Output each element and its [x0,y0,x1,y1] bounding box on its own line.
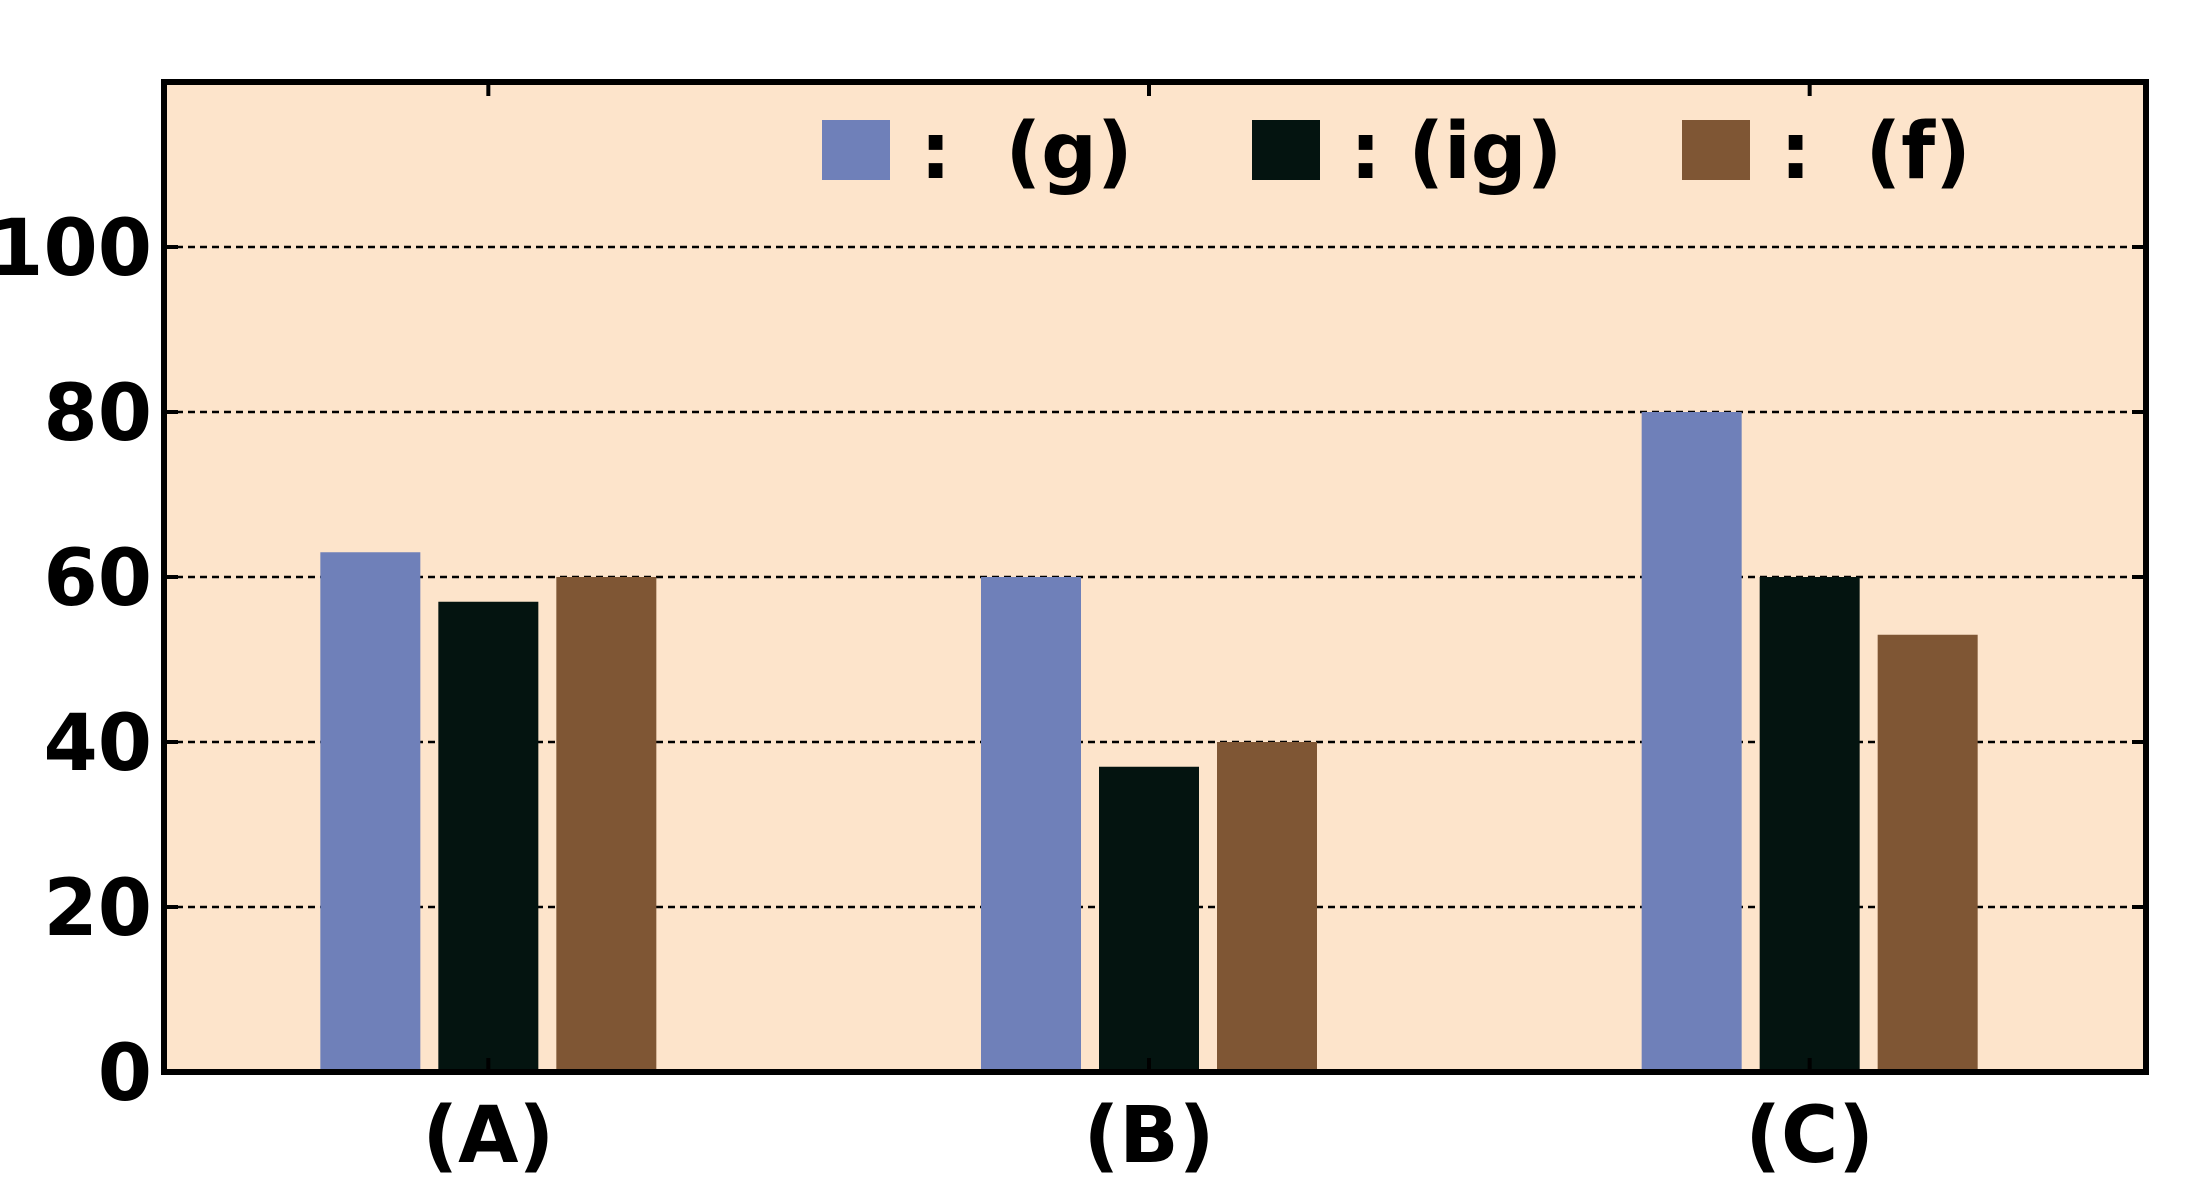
legend-label: : (ig) [1350,107,1562,197]
legend-swatch [822,120,890,180]
y-tick-label: 100 [0,204,152,294]
bar [438,601,539,1072]
bar [1877,634,1978,1072]
bars [320,412,1978,1072]
y-tick-label: 80 [43,369,152,459]
category-labels: (A) (B) (C) [422,1091,1873,1181]
y-tick-label: 60 [43,534,152,624]
bar [981,577,1081,1072]
y-tick-label: 40 [43,699,152,789]
legend-label: : (g) [920,107,1133,197]
category-label: (C) [1745,1091,1874,1181]
y-tick-label: 0 [98,1029,152,1119]
bar [1641,412,1742,1072]
legend-swatch [1252,120,1320,180]
y-tick-label: 20 [43,864,152,954]
category-label: (A) [422,1091,554,1181]
legend-label: : (f) [1780,107,1971,197]
bar [1759,577,1860,1072]
axis-ticks [164,82,2146,1074]
bar [320,552,421,1072]
bar [1099,766,1199,1072]
category-label: (B) [1084,1091,1215,1181]
bar [1217,742,1317,1072]
y-tick-labels: 0 20 40 60 80 100 [0,204,152,1119]
legend: : (g) : (ig) : (f) [822,107,1971,197]
bar [556,577,657,1072]
legend-swatch [1682,120,1750,180]
